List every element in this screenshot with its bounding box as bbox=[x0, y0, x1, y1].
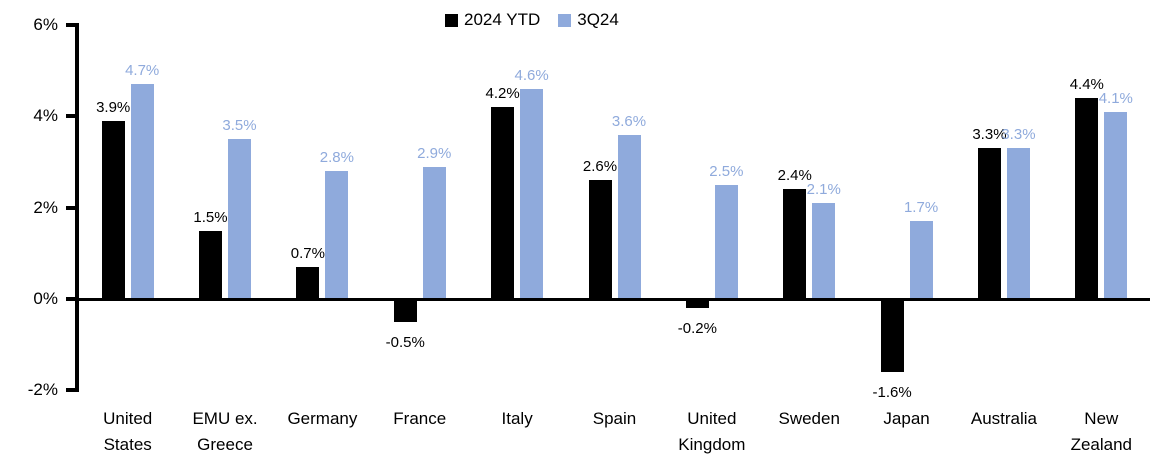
bar-3q24 bbox=[1006, 148, 1030, 299]
legend-swatch-2024-ytd bbox=[445, 13, 458, 27]
bar-value-label: -1.6% bbox=[872, 384, 912, 402]
legend-item-2024-ytd: 2024 YTD bbox=[445, 11, 540, 29]
y-axis-line bbox=[75, 23, 79, 392]
x-axis-zero-line bbox=[75, 297, 1150, 301]
bar-2024ytd bbox=[685, 299, 709, 309]
y-axis-tick-label: 0% bbox=[33, 289, 58, 308]
x-axis-category-label: Germany bbox=[269, 406, 376, 432]
bar-2024ytd bbox=[393, 299, 417, 322]
bar-value-label: 2.4% bbox=[777, 167, 812, 185]
bar-value-label: 0.7% bbox=[290, 245, 325, 263]
bar-2024ytd bbox=[101, 121, 125, 299]
bar-value-label: 4.6% bbox=[514, 67, 549, 85]
x-axis-category-label: EMU ex. Greece bbox=[171, 406, 278, 458]
x-axis-category-line: Zealand bbox=[1070, 435, 1133, 454]
legend-label-2024-ytd: 2024 YTD bbox=[464, 10, 541, 29]
x-axis-category-line: France bbox=[393, 409, 447, 428]
x-axis-category-label: United States bbox=[74, 406, 181, 458]
bar-value-label: 4.1% bbox=[1098, 89, 1133, 107]
bar-value-label: 4.2% bbox=[485, 85, 520, 103]
x-axis-category-label: United Kingdom bbox=[658, 406, 765, 458]
bar-3q24 bbox=[617, 134, 641, 299]
x-axis-category-line: Germany bbox=[287, 409, 358, 428]
bar-2024ytd bbox=[783, 189, 807, 299]
x-axis-category-label: New Zealand bbox=[1048, 406, 1152, 458]
bar-2024ytd bbox=[588, 180, 612, 299]
bar-3q24 bbox=[714, 184, 738, 299]
bar-3q24 bbox=[422, 166, 446, 299]
bar-2024ytd bbox=[880, 299, 904, 373]
x-axis-category-line: States bbox=[103, 435, 152, 454]
bar-value-label: 2.9% bbox=[417, 144, 452, 162]
x-axis-category-line: United bbox=[103, 409, 153, 428]
x-axis-category-label: Sweden bbox=[756, 406, 863, 432]
bar-3q24 bbox=[909, 221, 933, 299]
legend-swatch-3q24 bbox=[558, 13, 572, 27]
bar-value-label: 2.5% bbox=[709, 162, 744, 180]
x-axis-category-label: Spain bbox=[561, 406, 668, 432]
x-axis-category-line: United bbox=[687, 409, 737, 428]
bar-2024ytd bbox=[296, 267, 320, 299]
legend-label-3q24: 3Q24 bbox=[577, 10, 619, 29]
bar-value-label: 3.3% bbox=[972, 126, 1007, 144]
y-axis-tick-mark bbox=[66, 114, 75, 119]
bar-value-label: 1.7% bbox=[903, 199, 939, 217]
y-axis-tick-label: -2% bbox=[27, 380, 58, 400]
bar-2024ytd bbox=[1075, 98, 1099, 299]
x-axis-category-label: France bbox=[366, 406, 473, 432]
legend: 2024 YTD 3Q24 bbox=[445, 11, 619, 29]
bar-value-label: 2.1% bbox=[806, 181, 841, 199]
y-axis-tick-mark bbox=[66, 297, 75, 301]
x-axis-category-line: Australia bbox=[970, 409, 1038, 428]
bar-value-label: 1.5% bbox=[193, 208, 228, 226]
bar-value-label: 4.7% bbox=[125, 62, 160, 80]
bar-2024ytd bbox=[977, 148, 1001, 299]
x-axis-category-line: Greece bbox=[197, 435, 253, 454]
bar-value-label: 3.9% bbox=[96, 99, 131, 116]
bar-3q24 bbox=[228, 139, 252, 299]
bar-3q24 bbox=[325, 171, 349, 299]
y-axis-tick-label: 4% bbox=[33, 106, 58, 126]
bar-2024ytd bbox=[199, 230, 223, 299]
x-axis-category-label: Australia bbox=[950, 406, 1057, 432]
x-axis-category-line: New bbox=[1084, 409, 1119, 428]
bar-value-label: 2.6% bbox=[582, 158, 618, 176]
y-axis-tick-mark bbox=[66, 23, 75, 28]
bar-value-label: 4.4% bbox=[1069, 76, 1104, 94]
y-axis-tick-mark bbox=[66, 205, 75, 210]
bar-value-label: -0.2% bbox=[677, 320, 717, 338]
bar-value-label: -0.5% bbox=[385, 333, 425, 351]
x-axis-category-line: Kingdom bbox=[678, 435, 746, 454]
bar-3q24 bbox=[812, 203, 836, 299]
bar-value-label: 3.3% bbox=[1001, 126, 1036, 144]
x-axis-category-line: Japan bbox=[883, 409, 930, 428]
y-axis-tick-label: 6% bbox=[33, 15, 58, 35]
bar-3q24 bbox=[520, 89, 544, 299]
bar-3q24 bbox=[1104, 111, 1128, 299]
bar-2024ytd bbox=[491, 107, 515, 299]
legend-item-3q24: 3Q24 bbox=[558, 11, 619, 29]
x-axis-category-label: Italy bbox=[463, 406, 570, 432]
bar-3q24 bbox=[130, 84, 154, 299]
bar-value-label: 2.8% bbox=[319, 149, 354, 167]
x-axis-category-line: Sweden bbox=[778, 409, 840, 428]
y-axis-tick-mark bbox=[66, 388, 75, 393]
x-axis-category-label: Japan bbox=[853, 406, 960, 432]
bar-value-label: 3.5% bbox=[222, 117, 257, 135]
x-axis-category-line: Spain bbox=[592, 409, 637, 428]
x-axis-category-line: Italy bbox=[501, 409, 533, 428]
x-axis-category-line: EMU ex. bbox=[192, 409, 258, 428]
bar-value-label: 3.6% bbox=[611, 112, 647, 130]
y-axis-tick-label: 2% bbox=[33, 197, 58, 217]
